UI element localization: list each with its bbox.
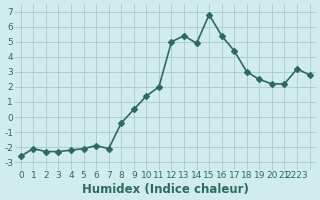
- X-axis label: Humidex (Indice chaleur): Humidex (Indice chaleur): [82, 183, 249, 196]
